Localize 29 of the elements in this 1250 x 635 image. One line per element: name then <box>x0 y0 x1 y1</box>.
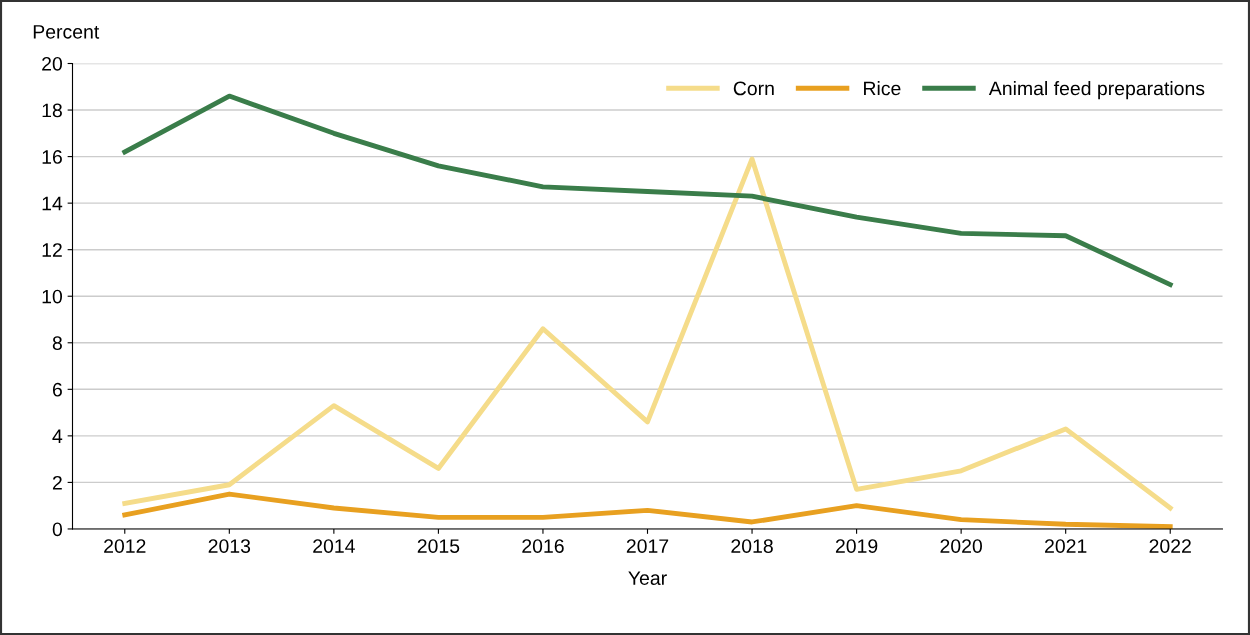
legend-label: Rice <box>864 81 901 96</box>
y-tick-label: 20 <box>42 56 63 71</box>
y-tick-label: 4 <box>52 429 63 443</box>
x-tick-label: 2022 <box>1149 539 1191 553</box>
line-series <box>122 491 1173 529</box>
x-tick-label: 2020 <box>940 539 983 553</box>
x-tick-label: 2021 <box>1045 539 1087 553</box>
x-tick-label: 2015 <box>417 539 460 553</box>
x-tick-label: 2014 <box>313 539 355 553</box>
y-axis-title: Percent <box>33 25 100 39</box>
legend-label: Animal feed preparations <box>988 81 1205 100</box>
x-tick-label: 2013 <box>208 539 251 553</box>
x-tick-label: 2019 <box>835 539 878 553</box>
y-tick-label: 8 <box>52 336 62 351</box>
x-tick-label: 2012 <box>104 539 146 553</box>
line-series <box>122 156 1173 511</box>
y-tick-label: 6 <box>52 382 62 397</box>
y-tick-label: 16 <box>42 150 62 164</box>
y-tick-label: 2 <box>52 475 62 490</box>
x-tick-label: 2017 <box>626 539 669 553</box>
y-tick-label: 0 <box>52 522 63 537</box>
x-tick-label: 2016 <box>522 539 564 553</box>
y-tick-label: 10 <box>42 289 63 304</box>
y-tick-label: 12 <box>42 243 62 257</box>
y-tick-label: 18 <box>42 103 62 118</box>
x-axis-title: Year <box>628 571 667 585</box>
legend-label: Corn <box>733 81 774 96</box>
y-tick-label: 14 <box>42 196 63 211</box>
x-tick-label: 2018 <box>731 539 773 553</box>
